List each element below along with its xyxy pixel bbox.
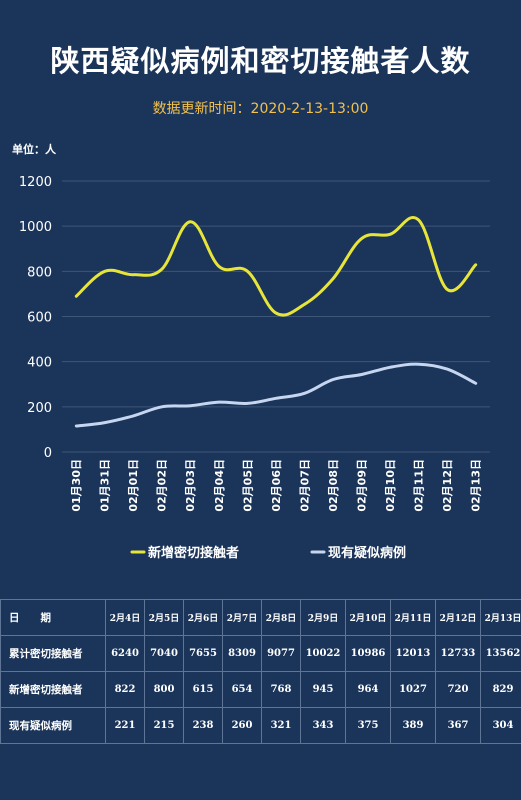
update-time: 数据更新时间：2020-2-13-13:00 (152, 101, 369, 117)
x-tick-label: 02月04日 (213, 459, 226, 512)
page-title: 陕西疑似病例和密切接触者人数 (50, 44, 471, 78)
table-header-cell: 2月4日 (105, 599, 145, 636)
unit-label: 单位：人 (12, 143, 56, 156)
x-tick-label: 02月10日 (384, 459, 397, 512)
table-cell: 215 (144, 707, 184, 744)
table-cell: 822 (105, 671, 145, 708)
y-tick-label: 600 (27, 311, 52, 326)
table-cell: 964 (345, 671, 391, 708)
line-chart: 0 200 400 600 800 1000 1200 01月30日 01月31日 02月01日 0… (19, 175, 490, 561)
table-cell: 945 (300, 671, 346, 708)
table-header-cell: 日 期 (0, 599, 106, 636)
table-cell: 260 (222, 707, 262, 744)
table-row: 累计密切接触者 6240 7040 7655 8309 9077 10022 10986 120… (0, 635, 521, 672)
table-cell: 13562 (480, 635, 521, 672)
table-header-cell: 2月12日 (435, 599, 481, 636)
table-header-row: 日 期 2月4日 2月5日 2月6日 2月7日 2月8日 2月9日 2月10日 2月11日 2月1… (0, 599, 521, 636)
x-tick-label: 01月31日 (99, 459, 112, 512)
table-cell: 6240 (105, 635, 145, 672)
table-cell: 367 (435, 707, 481, 744)
table-cell: 654 (222, 671, 262, 708)
table-header-cell: 2月11日 (390, 599, 436, 636)
table-cell: 720 (435, 671, 481, 708)
table-cell: 12733 (435, 635, 481, 672)
y-tick-label: 1000 (19, 220, 52, 235)
y-tick-label: 1200 (19, 175, 52, 190)
y-tick-label: 200 (27, 401, 52, 416)
table-cell: 7040 (144, 635, 184, 672)
x-tick-label: 02月13日 (470, 459, 483, 512)
series-line-new-contacts (74, 216, 478, 317)
table-cell: 9077 (261, 635, 301, 672)
table-header-cell: 2月6日 (183, 599, 223, 636)
table-cell: 304 (480, 707, 521, 744)
table-cell: 615 (183, 671, 223, 708)
legend-label: 新增密切接触者 (148, 545, 239, 561)
table-cell: 343 (300, 707, 346, 744)
x-tick-label: 02月03日 (184, 459, 197, 512)
table-cell: 800 (144, 671, 184, 708)
legend-label: 现有疑似病例 (328, 545, 406, 561)
table-cell: 12013 (390, 635, 436, 672)
table-cell: 321 (261, 707, 301, 744)
table-header-cell: 2月7日 (222, 599, 262, 636)
x-tick-label: 02月11日 (413, 459, 426, 512)
table-cell: 389 (390, 707, 436, 744)
table-cell: 7655 (183, 635, 223, 672)
y-tick-label: 400 (27, 356, 52, 371)
series-line-suspected (74, 362, 478, 428)
table-row: 现有疑似病例 221 215 238 260 321 343 375 389 367 304 (0, 707, 521, 744)
table-header-cell: 2月9日 (300, 599, 346, 636)
table-cell: 1027 (390, 671, 436, 708)
data-table: 日 期 2月4日 2月5日 2月6日 2月7日 2月8日 2月9日 2月10日 2月11日 2月1… (0, 599, 521, 744)
y-tick-label: 0 (44, 446, 52, 461)
x-tick-label: 02月02日 (156, 459, 169, 512)
y-tick-label: 800 (27, 265, 52, 280)
table-row-label: 现有疑似病例 (0, 707, 106, 744)
table-cell: 10022 (300, 635, 346, 672)
table-cell: 10986 (345, 635, 391, 672)
x-tick-label: 02月06日 (270, 459, 283, 512)
table-row-label: 累计密切接触者 (0, 635, 106, 672)
x-tick-label: 02月08日 (327, 459, 340, 512)
table-header-cell: 2月5日 (144, 599, 184, 636)
table-header-cell: 2月8日 (261, 599, 301, 636)
x-tick-label: 02月01日 (127, 459, 140, 512)
x-tick-label: 02月09日 (355, 459, 368, 512)
table-cell: 238 (183, 707, 223, 744)
table-header-cell: 2月13日 (480, 599, 521, 636)
table-header-cell: 2月10日 (345, 599, 391, 636)
table-cell: 829 (480, 671, 521, 708)
x-tick-label: 02月05日 (241, 459, 254, 512)
table-cell: 768 (261, 671, 301, 708)
table-cell: 221 (105, 707, 145, 744)
table-cell: 375 (345, 707, 391, 744)
x-tick-label: 02月12日 (441, 459, 454, 512)
table-cell: 8309 (222, 635, 262, 672)
x-tick-label: 01月30日 (70, 459, 83, 512)
table-row: 新增密切接触者 822 800 615 654 768 945 964 1027 720 829 (0, 671, 521, 708)
table-row-label: 新增密切接触者 (0, 671, 106, 708)
x-tick-label: 02月07日 (298, 459, 311, 512)
